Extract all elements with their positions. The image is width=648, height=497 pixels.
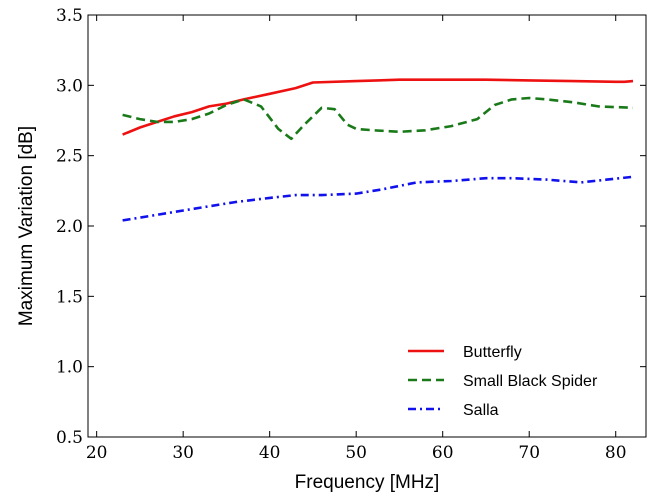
y-tick-label-1: 1.0	[56, 358, 83, 378]
legend-label-0: Butterfly	[463, 344, 522, 361]
series-line-0	[122, 78, 634, 136]
x-axis-title: Frequency [MHz]	[295, 472, 440, 493]
y-tick-label-0: 0.5	[56, 428, 83, 448]
x-tick-label-0: 20	[86, 443, 108, 463]
axis-ticks: 20 30 40 50 60 70 80 0.5 1.0 1.5 2.0 2.5 3.0 3.5	[56, 6, 646, 463]
y-tick-label-3: 2.0	[56, 217, 83, 237]
x-tick-label-2: 40	[259, 443, 281, 463]
series-line-2	[122, 175, 634, 222]
legend: Butterfly Small Black Spider Salla	[408, 344, 598, 419]
y-tick-label-4: 2.5	[56, 147, 83, 167]
x-tick-label-4: 60	[432, 443, 454, 463]
x-tick-label-1: 30	[172, 443, 194, 463]
plot-area	[122, 78, 634, 222]
y-tick-label-6: 3.5	[56, 6, 83, 26]
y-tick-label-2: 1.5	[56, 287, 83, 307]
x-tick-label-3: 50	[345, 443, 367, 463]
legend-label-1: Small Black Spider	[463, 373, 598, 390]
y-axis-title: Maximum Variation [dB]	[16, 126, 37, 326]
y-tick-label-5: 3.0	[56, 76, 83, 96]
series-line-1	[122, 96, 634, 141]
x-tick-label-5: 70	[518, 443, 540, 463]
legend-label-2: Salla	[463, 402, 499, 419]
x-tick-label-6: 80	[605, 443, 627, 463]
